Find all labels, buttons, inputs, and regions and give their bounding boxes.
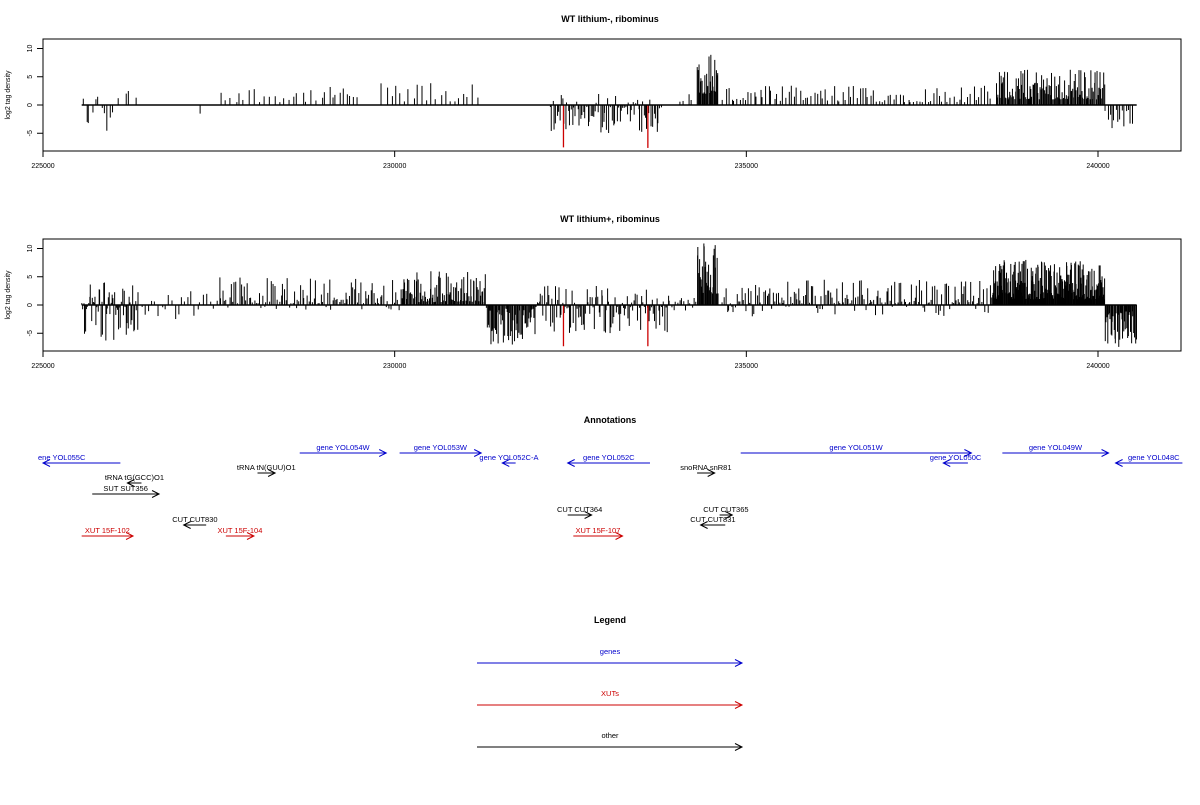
panel-1-title: WT lithium-, ribominus (561, 14, 659, 24)
feature-arrow (964, 449, 973, 457)
panel-2-title: WT lithium+, ribominus (560, 214, 660, 224)
feature-arrow (699, 521, 708, 529)
feature-label: XUT 15F-104 (217, 526, 262, 535)
x-tick-label: 225000 (31, 363, 54, 370)
feature-label: gene YOL049W (1029, 443, 1083, 452)
legend-arrow (734, 743, 744, 751)
x-tick-label: 230000 (383, 363, 406, 370)
panel-1-ylabel: log2 tag density (5, 70, 12, 120)
x-tick-label: 240000 (1086, 363, 1109, 370)
y-tick-label: 0 (27, 303, 34, 307)
feature-arrow (942, 459, 951, 467)
feature-label: CUT CUT365 (703, 505, 748, 514)
feature-arrow (125, 532, 135, 540)
feature-label: XUT 15F-102 (85, 526, 130, 535)
feature-label: CUT CUT364 (557, 505, 602, 514)
feature-label: tRNA tG(GCC)O1 (105, 473, 164, 482)
feature-arrow (267, 469, 277, 477)
feature-label: gene YOL053W (414, 443, 468, 452)
panel-2-ylabel: log2 tag density (5, 270, 12, 320)
panel-1-frame (42, 38, 1182, 152)
panel-2-axes: -5 0 5 10 225000 230000 235000 240000 (27, 245, 1110, 370)
feature-label: snoRNA snR81 (680, 463, 731, 472)
x-tick-label: 235000 (735, 363, 758, 370)
panel-2-bars (81, 243, 1137, 347)
feature-label: tRNA tN(GUU)O1 (237, 463, 296, 472)
feature-label: gene YOL054W (316, 443, 370, 452)
feature-arrow (126, 479, 135, 487)
panel-lithium-minus: WT lithium-, ribominus log2 tag density … (5, 14, 1182, 170)
panel-lithium-plus: WT lithium+, ribominus log2 tag density … (5, 214, 1182, 370)
y-tick-label: 0 (27, 103, 34, 107)
feature-arrow (379, 449, 388, 457)
feature-label: gene YOL051W (829, 443, 883, 452)
feature-label: SUT SUT356 (103, 484, 147, 493)
panel-2-frame (42, 238, 1182, 352)
feature-arrow (584, 511, 593, 519)
x-tick-label: 225000 (31, 163, 54, 170)
x-tick-label: 230000 (383, 163, 406, 170)
legend-arrow (734, 659, 744, 667)
feature-label: gene YOL048C (1128, 453, 1180, 462)
feature-arrow (1114, 459, 1123, 467)
annotations-title: Annotations (584, 415, 637, 425)
annotation-features: ene YOL055C tRNA tG(GCC)O1 SUT SUT356 XUT 1… (38, 443, 1183, 540)
legend-title: Legend (594, 615, 626, 625)
feature-arrow (501, 459, 510, 467)
feature-arrow (566, 459, 575, 467)
panel-1-axes: -5 0 5 10 225000 230000 235000 240000 (27, 45, 1110, 170)
feature-arrow (615, 532, 624, 540)
legend-label: XUTs (601, 689, 619, 698)
x-tick-label: 235000 (735, 163, 758, 170)
legend-label: other (601, 731, 619, 740)
feature-arrow (707, 469, 716, 477)
legend-entries: genes XUTs other (477, 647, 744, 751)
feature-arrow (246, 532, 256, 540)
legend: Legend genes XUTs other (477, 615, 744, 751)
feature-label: ene YOL055C (38, 453, 86, 462)
feature-arrow (182, 521, 191, 529)
y-tick-label: 5 (27, 75, 34, 79)
y-tick-label: 5 (27, 275, 34, 279)
feature-label: XUT 15F-107 (575, 526, 620, 535)
y-tick-label: -5 (27, 330, 34, 336)
x-tick-label: 240000 (1086, 163, 1109, 170)
feature-arrow (41, 459, 51, 467)
feature-arrow (1101, 449, 1110, 457)
feature-label: CUT CUT830 (172, 515, 217, 524)
feature-label: gene YOL052C-A (479, 453, 538, 462)
y-tick-label: 10 (27, 45, 34, 53)
legend-arrow (734, 701, 744, 709)
feature-arrow (473, 449, 483, 457)
y-tick-label: 10 (27, 245, 34, 253)
feature-label: gene YOL052C (583, 453, 635, 462)
feature-label: gene YOL050C (930, 453, 982, 462)
feature-arrow (725, 511, 734, 519)
panel-1-bars (81, 54, 1137, 148)
annotation-track: Annotations ene YOL055C tRNA tG(GCC)O1 SUT… (38, 415, 1183, 540)
legend-label: genes (600, 647, 621, 656)
feature-arrow (151, 490, 161, 498)
feature-label: CUT CUT831 (690, 515, 735, 524)
y-tick-label: -5 (27, 130, 34, 136)
